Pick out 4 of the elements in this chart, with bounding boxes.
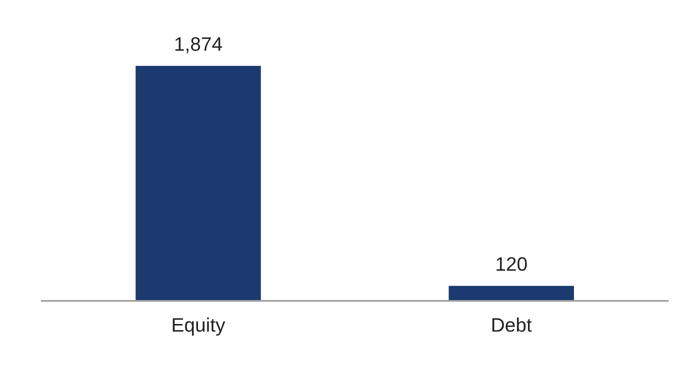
x-tick-label: Equity	[172, 318, 226, 336]
data-label: 120	[496, 257, 527, 271]
data-label: 1,874	[175, 37, 222, 54]
x-tick-label: Debt	[492, 318, 532, 332]
